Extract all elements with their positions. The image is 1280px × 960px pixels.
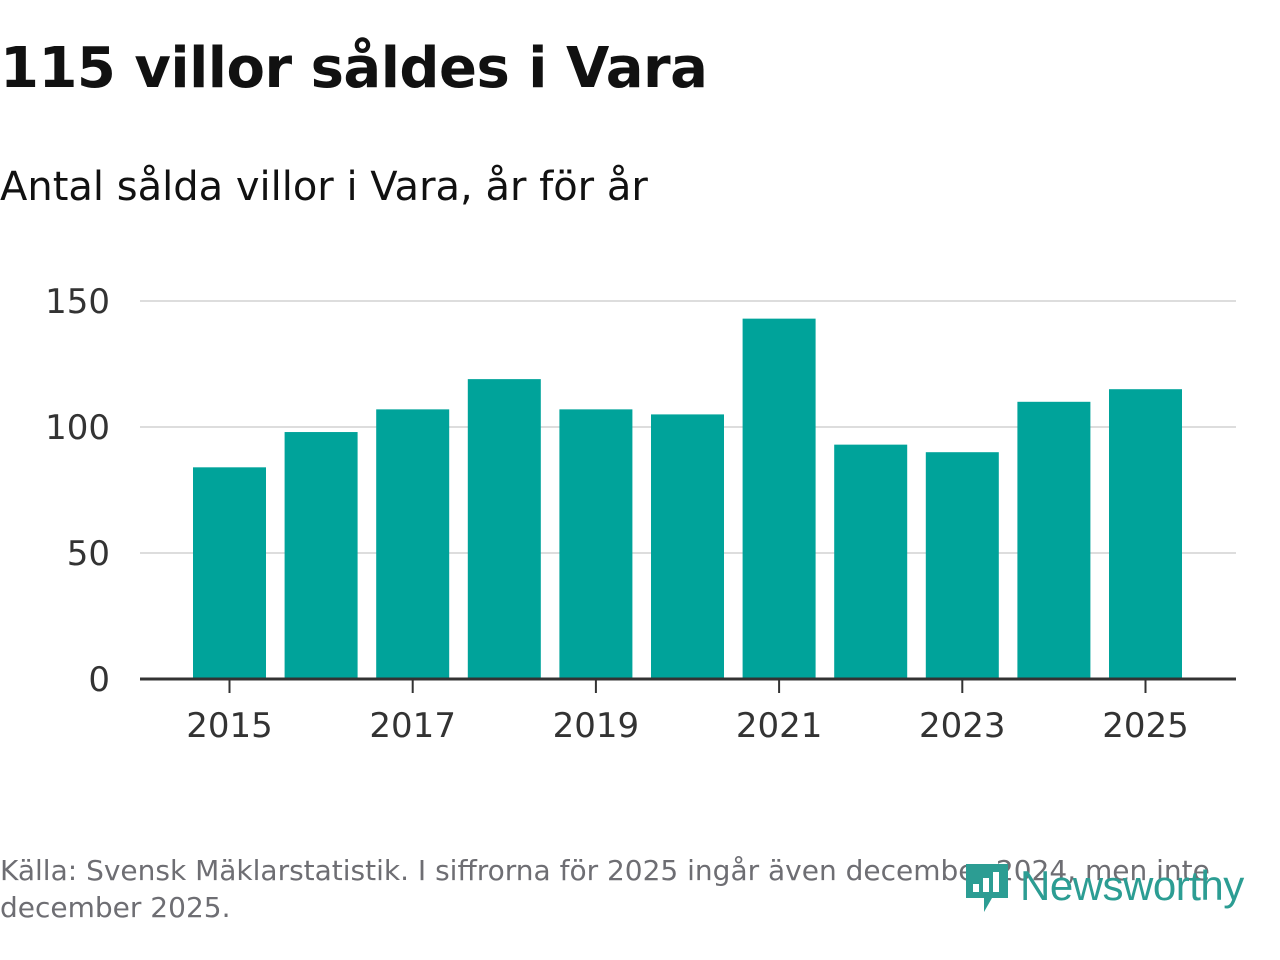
x-tick-label: 2019 — [553, 706, 640, 746]
chart-subtitle: Antal sålda villor i Vara, år för år — [0, 164, 648, 210]
x-tick-label: 2015 — [186, 706, 273, 746]
y-tick-label: 0 — [88, 660, 110, 700]
bar-2024[interactable] — [1017, 401, 1091, 679]
x-tick-label: 2017 — [369, 706, 456, 746]
x-tick-label: 2025 — [1102, 706, 1189, 746]
y-tick-label: 50 — [67, 534, 110, 574]
bar-2023[interactable] — [925, 452, 999, 679]
y-tick-label: 100 — [45, 408, 110, 448]
source-note: Källa: Svensk Mäklarstatistik. I siffror… — [0, 854, 1210, 924]
bar-chart: 0 50 100 150 2015 2017 2019 2021 2023 2025 — [45, 282, 1236, 746]
bar-2018[interactable] — [467, 379, 541, 679]
bar-2020[interactable] — [651, 414, 724, 679]
axes: 0 50 100 150 2015 2017 2019 2021 2023 2025 — [45, 282, 1236, 746]
bar-2017[interactable] — [376, 409, 450, 679]
bar-2015[interactable] — [193, 467, 266, 679]
bar-2016[interactable] — [284, 432, 358, 679]
logo-text: Newsworthy — [1020, 862, 1244, 909]
newsworthy-logo[interactable]: Newsworthy — [962, 858, 1244, 914]
bar-2019[interactable] — [559, 409, 633, 679]
y-tick-label: 150 — [45, 282, 110, 322]
bar-2022[interactable] — [834, 444, 908, 679]
newsworthy-logo-icon — [966, 864, 1008, 912]
x-tick-label: 2023 — [919, 706, 1006, 746]
x-tick-label: 2021 — [736, 706, 823, 746]
bars — [193, 318, 1182, 679]
chart-title: 115 villor såldes i Vara — [0, 36, 708, 101]
bar-2021[interactable] — [742, 318, 816, 679]
bar-2025[interactable] — [1109, 389, 1182, 679]
